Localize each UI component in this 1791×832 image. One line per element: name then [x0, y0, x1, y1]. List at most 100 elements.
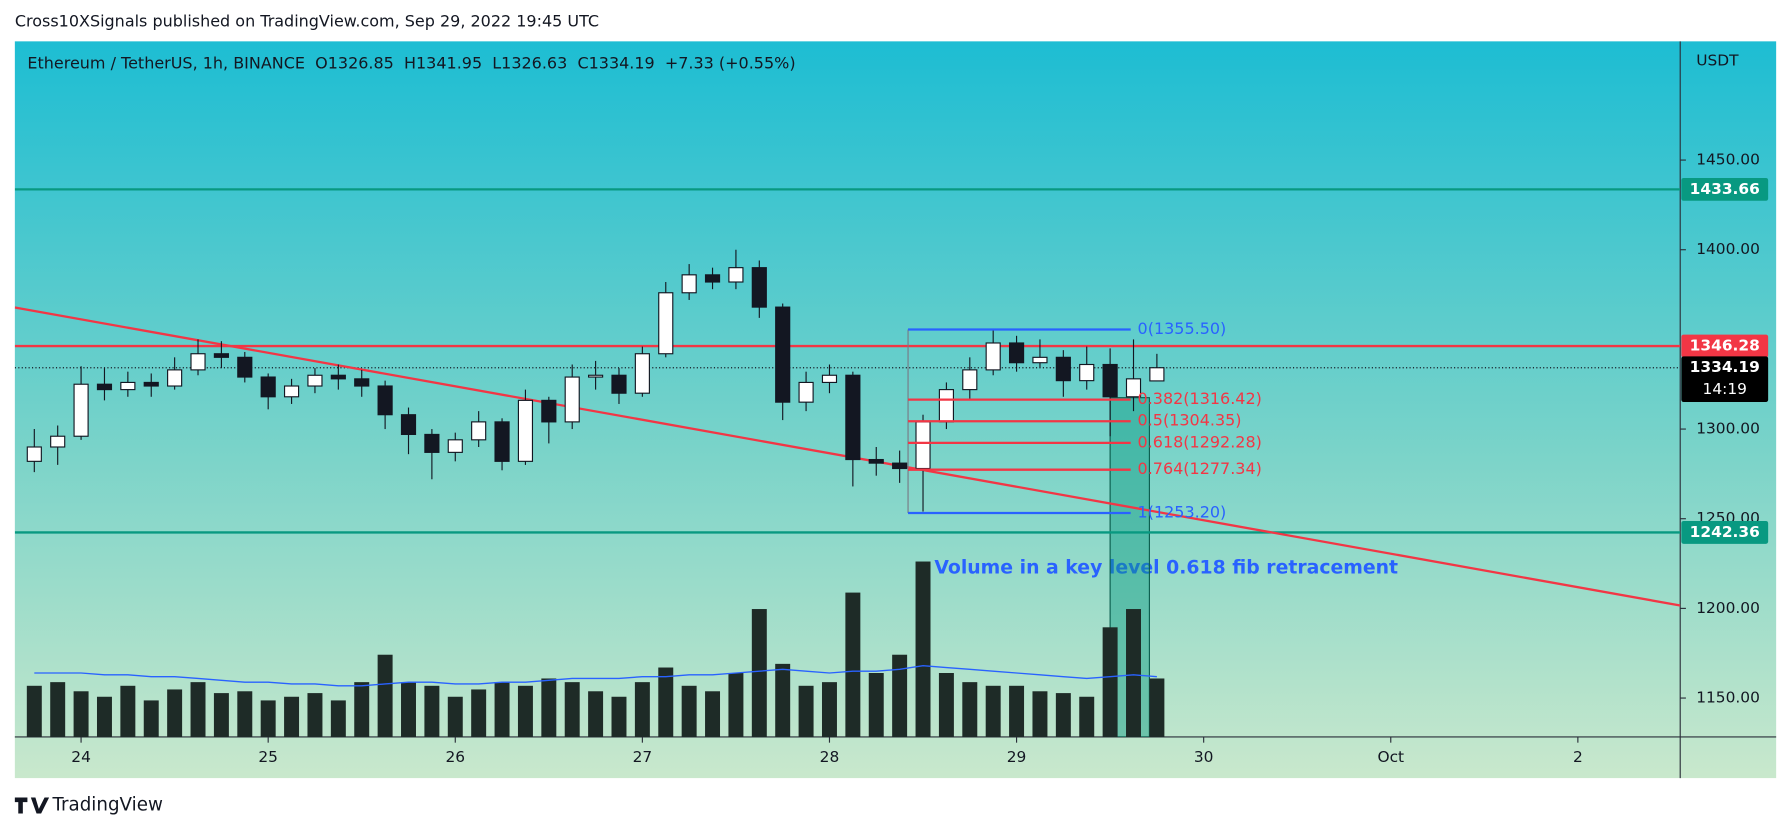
candle-body — [213, 353, 229, 358]
volume-bar — [985, 685, 1001, 737]
volume-bar — [541, 678, 557, 737]
x-tick-label: 27 — [633, 748, 653, 766]
volume-bar — [237, 691, 253, 737]
candle-body — [938, 389, 954, 423]
volume-bar — [681, 685, 697, 737]
candle-body — [751, 267, 767, 308]
candle-body — [517, 399, 534, 462]
fib-label: 1(1253.20) — [1138, 502, 1227, 521]
candle-body — [120, 381, 136, 391]
volume-bar — [143, 700, 159, 737]
y-axis-label: USDT — [1696, 51, 1739, 69]
candle-body — [494, 421, 510, 462]
candle-body — [307, 374, 323, 387]
volume-bar — [1126, 609, 1141, 737]
candle-body — [424, 433, 440, 453]
volume-bar — [494, 682, 510, 737]
volume-bar — [401, 682, 416, 737]
volume-bar — [471, 689, 487, 737]
candle-body — [845, 374, 861, 461]
brand-name: TradingView — [52, 794, 163, 815]
candle-body — [26, 446, 42, 462]
candle-body — [704, 274, 721, 283]
candle-body — [1125, 378, 1142, 398]
x-tick-label: 25 — [258, 748, 278, 766]
volume-bar — [658, 667, 674, 737]
candle-body — [283, 385, 300, 398]
volume-bar — [424, 685, 440, 737]
symbol-legend: Ethereum / TetherUS, 1h, BINANCE O1326.8… — [27, 54, 795, 73]
volume-bar — [1079, 696, 1095, 737]
fib-label: 0.764(1277.34) — [1138, 459, 1262, 478]
volume-bar — [1009, 685, 1025, 737]
candle-body — [915, 421, 931, 470]
volume-bar — [96, 696, 112, 737]
candle-body — [658, 292, 674, 355]
volume-bar — [26, 685, 42, 737]
candle-body — [354, 378, 370, 387]
volume-bar — [798, 685, 814, 737]
candle-body — [681, 274, 697, 294]
volume-bar — [564, 682, 580, 737]
volume-bar — [330, 700, 346, 737]
annotation: Volume in a key level 0.618 fib retracem… — [934, 557, 1398, 578]
candle-body — [634, 353, 650, 394]
candle-body — [377, 385, 393, 416]
candle-body — [1102, 363, 1118, 398]
x-tick-label: 28 — [820, 748, 840, 766]
volume-bar — [775, 663, 791, 737]
volume-bar — [354, 682, 370, 737]
volume-bar — [447, 696, 463, 737]
level-label-bg — [1681, 334, 1769, 358]
volume-bar — [120, 685, 136, 737]
volume-bar — [1149, 678, 1165, 737]
y-tick-label: 1300.00 — [1696, 420, 1760, 438]
volume-bar — [611, 696, 627, 737]
candle-body — [798, 381, 814, 403]
volume-bar — [705, 691, 721, 737]
volume-ma-line — [34, 664, 1157, 687]
volume-bar — [868, 672, 884, 737]
volume-bar — [588, 691, 604, 737]
candle-body — [775, 306, 791, 403]
volume-bar — [190, 682, 206, 737]
candle-body — [73, 383, 89, 437]
volume-bar — [821, 682, 837, 737]
level-label: 1346.28 — [1690, 337, 1760, 355]
candle-body — [1008, 342, 1025, 364]
candle-body — [400, 414, 417, 436]
candle-body — [611, 374, 627, 394]
volume-bar — [892, 654, 908, 737]
countdown-label: 14:19 — [1703, 380, 1747, 398]
x-tick-label: Oct — [1377, 748, 1404, 766]
brand-logo — [14, 797, 50, 814]
volume-bar — [634, 682, 650, 737]
candle-body — [962, 369, 978, 391]
candle-body — [728, 267, 744, 283]
candle-body — [237, 356, 253, 378]
level-label: 1433.66 — [1690, 180, 1760, 198]
volume-bar — [938, 672, 954, 737]
last-price-label: 1334.19 — [1690, 358, 1760, 376]
brand: TradingView — [14, 794, 163, 815]
level-label-bg — [1681, 521, 1769, 544]
volume-bar — [167, 689, 183, 737]
volume-bar — [377, 654, 393, 737]
candle-body — [541, 399, 557, 423]
y-tick-label: 1200.00 — [1696, 599, 1760, 617]
volume-bar — [1102, 627, 1118, 737]
x-tick-label: 29 — [1007, 748, 1027, 766]
volume-bar — [50, 682, 66, 737]
x-tick-label: 2 — [1573, 748, 1583, 766]
volume-bar — [728, 672, 744, 737]
volume-bar — [915, 561, 931, 737]
candle-body — [330, 374, 346, 380]
volume-bar — [845, 592, 861, 737]
volume-bar — [284, 696, 300, 737]
candle-body — [1079, 363, 1095, 382]
candle-body — [167, 369, 183, 387]
candle-body — [260, 376, 276, 398]
plot-area: 0(1355.50) 0.382(1316.42) 0.5(1304.35) 0.61… — [14, 188, 1681, 737]
volume-bar — [260, 700, 276, 737]
